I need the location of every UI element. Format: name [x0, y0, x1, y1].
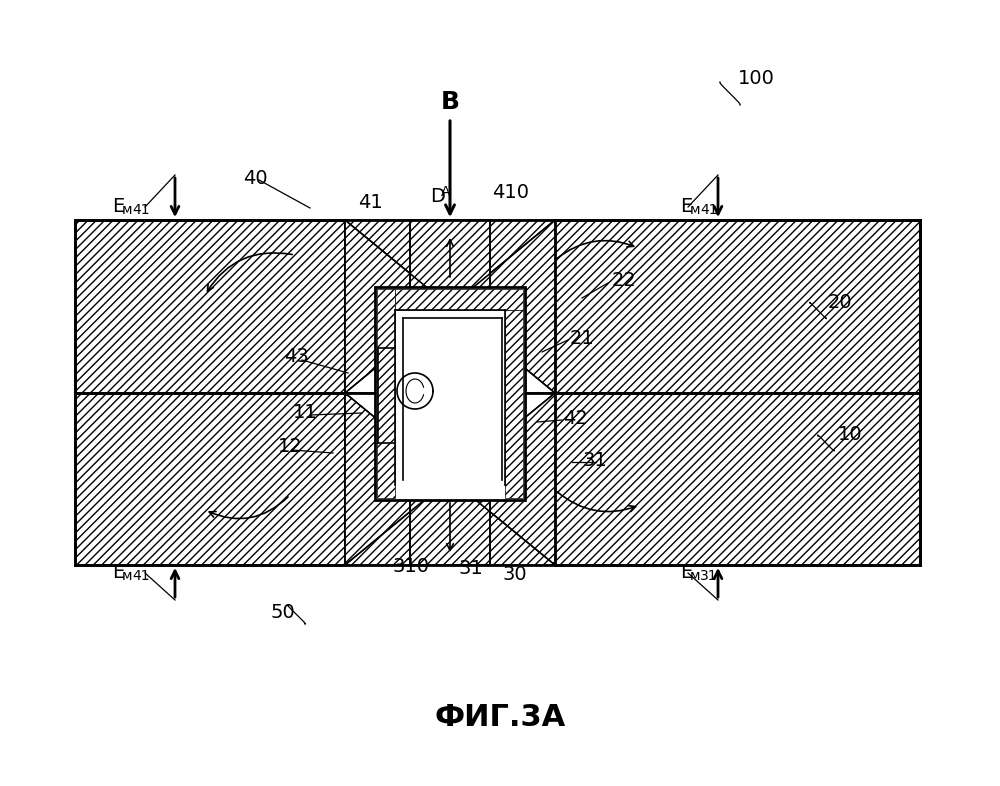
Polygon shape: [450, 393, 555, 565]
Text: 42: 42: [563, 409, 588, 428]
Polygon shape: [410, 220, 490, 565]
Text: 41: 41: [132, 203, 150, 217]
Text: 40: 40: [243, 168, 268, 188]
Text: 41: 41: [700, 203, 718, 217]
Text: 100: 100: [738, 68, 775, 87]
Polygon shape: [505, 310, 523, 498]
Text: B: B: [440, 90, 460, 114]
Polygon shape: [75, 220, 920, 565]
Text: 43: 43: [284, 347, 309, 366]
Polygon shape: [345, 393, 450, 565]
Polygon shape: [75, 220, 345, 393]
Polygon shape: [345, 220, 555, 565]
Polygon shape: [345, 306, 555, 393]
Text: 31: 31: [700, 569, 718, 583]
Polygon shape: [345, 220, 555, 306]
Text: A: A: [441, 185, 450, 199]
Text: м: м: [690, 569, 700, 583]
Text: м: м: [122, 203, 132, 217]
Text: 50: 50: [270, 603, 295, 622]
Polygon shape: [555, 393, 920, 565]
Text: E: E: [680, 564, 692, 582]
Polygon shape: [75, 393, 345, 565]
Text: 41: 41: [358, 193, 383, 211]
Polygon shape: [345, 393, 555, 479]
Text: 310: 310: [393, 557, 430, 576]
Text: 12: 12: [278, 438, 303, 457]
Polygon shape: [395, 289, 523, 310]
Text: 41: 41: [132, 569, 150, 583]
Polygon shape: [345, 479, 555, 565]
Text: D: D: [430, 186, 445, 205]
Polygon shape: [450, 220, 555, 393]
Text: 11: 11: [293, 403, 318, 423]
Text: 30: 30: [503, 565, 528, 585]
Text: 10: 10: [838, 425, 863, 445]
Text: 31: 31: [458, 559, 483, 578]
Text: E: E: [112, 197, 124, 216]
Polygon shape: [377, 289, 395, 498]
Text: м: м: [122, 569, 132, 583]
Text: 410: 410: [492, 182, 529, 201]
Text: 21: 21: [570, 329, 595, 347]
Text: м: м: [690, 203, 700, 217]
Text: 22: 22: [612, 270, 637, 289]
Polygon shape: [555, 220, 920, 393]
Text: E: E: [112, 564, 124, 582]
Text: 20: 20: [828, 292, 853, 311]
Polygon shape: [375, 287, 525, 500]
Text: ФИГ.3А: ФИГ.3А: [434, 703, 566, 733]
Polygon shape: [345, 220, 450, 393]
Text: E: E: [680, 197, 692, 216]
Text: 31: 31: [582, 450, 607, 469]
